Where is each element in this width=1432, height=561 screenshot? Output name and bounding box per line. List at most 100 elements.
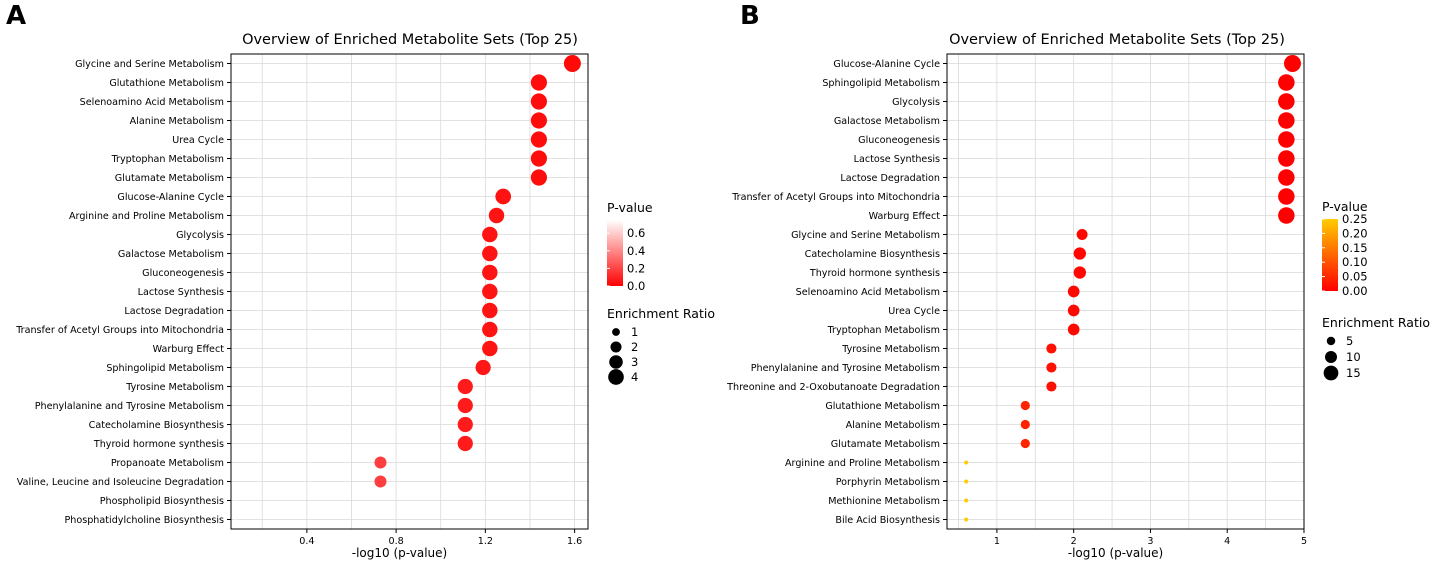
y-tick-label-a: Selenoamino Acid Metabolism bbox=[80, 97, 224, 108]
y-tick-label-a: Galactose Metabolism bbox=[118, 249, 224, 260]
y-tick-label-a: Urea Cycle bbox=[172, 135, 224, 146]
color-legend-title-a: P-value bbox=[607, 200, 653, 215]
size-legend-dot-b bbox=[1323, 365, 1339, 381]
data-point-b bbox=[1020, 400, 1030, 411]
data-point-b bbox=[964, 517, 969, 522]
x-axis-label-a: -log10 (p-value) bbox=[352, 546, 447, 560]
y-tick-label-a: Glycolysis bbox=[176, 230, 224, 241]
data-point-a bbox=[488, 207, 505, 224]
data-point-b bbox=[1278, 207, 1295, 224]
data-point-b bbox=[1278, 150, 1295, 167]
y-tick-label-a: Phosphatidylcholine Biosynthesis bbox=[64, 515, 224, 526]
data-point-a bbox=[457, 378, 473, 395]
colorbar-tick-label-b: 0.10 bbox=[1342, 255, 1368, 269]
y-tick-label-b: Gluconeogenesis bbox=[858, 135, 940, 146]
y-tick-label-b: Threonine and 2-Oxobutanoate Degradation bbox=[726, 382, 940, 393]
colorbar-a bbox=[607, 220, 623, 286]
y-tick-label-a: Glycine and Serine Metabolism bbox=[75, 59, 224, 70]
y-tick-label-a: Thyroid hormone synthesis bbox=[93, 439, 224, 450]
size-legend-label-a: 2 bbox=[631, 340, 638, 354]
data-point-b bbox=[1046, 381, 1057, 392]
size-legend-dot-a bbox=[610, 341, 622, 353]
chart-title-a: Overview of Enriched Metabolite Sets (To… bbox=[242, 32, 578, 48]
y-tick-label-a: Phenylalanine and Tyrosine Metabolism bbox=[35, 401, 224, 412]
data-point-b bbox=[1020, 419, 1030, 430]
colorbar-tick-label-b: 0.20 bbox=[1342, 226, 1368, 240]
panel-b: Overview of Enriched Metabolite Sets (To… bbox=[726, 32, 1430, 560]
size-legend-label-b: 15 bbox=[1346, 366, 1361, 380]
data-point-a bbox=[482, 302, 498, 319]
panel-letter-b: B bbox=[740, 1, 760, 31]
data-point-a bbox=[530, 169, 547, 186]
data-point-a bbox=[457, 435, 473, 452]
x-tick-label-a: 0.4 bbox=[299, 536, 314, 547]
y-tick-label-a: Phospholipid Biosynthesis bbox=[100, 496, 224, 507]
colorbar-tick-label-a: 0.2 bbox=[627, 261, 645, 275]
y-tick-label-b: Transfer of Acetyl Groups into Mitochond… bbox=[731, 192, 940, 203]
size-legend-dot-a bbox=[608, 369, 624, 385]
data-point-b bbox=[1073, 266, 1087, 279]
panel-letter-a: A bbox=[6, 1, 26, 31]
size-legend-dot-a bbox=[612, 328, 620, 336]
data-point-a bbox=[563, 55, 581, 72]
data-point-a bbox=[482, 283, 498, 300]
y-tick-label-b: Glucose-Alanine Cycle bbox=[833, 59, 940, 70]
colorbar-tick-label-b: 0.00 bbox=[1342, 284, 1368, 298]
y-tick-label-a: Tryptophan Metabolism bbox=[111, 154, 224, 165]
data-point-b bbox=[1046, 343, 1057, 354]
data-point-a bbox=[530, 131, 547, 148]
y-tick-label-b: Glycolysis bbox=[892, 97, 940, 108]
data-point-a bbox=[374, 475, 387, 488]
data-point-a bbox=[530, 74, 547, 91]
colorbar-b bbox=[1322, 219, 1338, 291]
colorbar-tick-label-a: 0.0 bbox=[627, 279, 645, 293]
x-tick-label-a: 1.2 bbox=[478, 536, 493, 547]
size-legend-label-a: 3 bbox=[631, 355, 638, 369]
y-tick-label-b: Arginine and Proline Metabolism bbox=[785, 458, 940, 469]
y-tick-label-b: Glutathione Metabolism bbox=[825, 401, 940, 412]
chart-title-b: Overview of Enriched Metabolite Sets (To… bbox=[949, 32, 1285, 48]
y-tick-label-a: Gluconeogenesis bbox=[142, 268, 224, 279]
size-legend-label-a: 4 bbox=[631, 370, 638, 384]
y-tick-label-b: Lactose Synthesis bbox=[854, 154, 940, 165]
data-point-b bbox=[1283, 55, 1301, 72]
data-point-b bbox=[1020, 438, 1030, 449]
y-tick-label-a: Lactose Degradation bbox=[124, 306, 224, 317]
y-tick-label-a: Transfer of Acetyl Groups into Mitochond… bbox=[15, 325, 224, 336]
y-tick-label-a: Catecholamine Biosynthesis bbox=[89, 420, 224, 431]
data-point-a bbox=[530, 93, 547, 110]
y-tick-label-b: Warburg Effect bbox=[869, 211, 941, 222]
y-tick-label-b: Glycine and Serine Metabolism bbox=[791, 230, 940, 241]
size-legend-label-b: 5 bbox=[1346, 334, 1353, 348]
size-legend-title-b: Enrichment Ratio bbox=[1322, 315, 1430, 330]
data-point-a bbox=[234, 518, 237, 521]
size-legend-dot-b bbox=[1325, 351, 1337, 363]
colorbar-tick-label-b: 0.05 bbox=[1342, 270, 1368, 284]
data-point-b bbox=[964, 460, 969, 465]
data-point-a bbox=[457, 397, 473, 414]
data-point-b bbox=[1067, 285, 1080, 298]
data-point-a bbox=[482, 340, 498, 357]
x-tick-label-b: 3 bbox=[1147, 536, 1153, 547]
size-legend-dot-a bbox=[609, 355, 623, 369]
colorbar-tick-label-a: 0.4 bbox=[627, 244, 645, 258]
data-point-b bbox=[1278, 93, 1295, 110]
data-point-a bbox=[530, 112, 547, 129]
y-tick-label-a: Arginine and Proline Metabolism bbox=[69, 211, 224, 222]
data-point-b bbox=[1278, 112, 1295, 129]
data-point-a bbox=[482, 226, 498, 243]
colorbar-tick-label-b: 0.15 bbox=[1342, 241, 1368, 255]
x-tick-label-b: 4 bbox=[1224, 536, 1230, 547]
x-axis-label-b: -log10 (p-value) bbox=[1068, 546, 1163, 560]
y-tick-label-a: Valine, Leucine and Isoleucine Degradati… bbox=[17, 477, 224, 488]
colorbar-tick-label-b: 0.25 bbox=[1342, 212, 1368, 226]
y-tick-label-b: Glutamate Metabolism bbox=[831, 439, 940, 450]
data-point-b bbox=[1278, 74, 1295, 91]
data-point-b bbox=[1067, 304, 1080, 317]
colorbar-tick-label-a: 0.6 bbox=[627, 226, 645, 240]
x-tick-label-b: 2 bbox=[1071, 536, 1077, 547]
data-point-b bbox=[1067, 323, 1080, 336]
data-point-a bbox=[457, 416, 473, 433]
data-point-a bbox=[495, 188, 512, 205]
